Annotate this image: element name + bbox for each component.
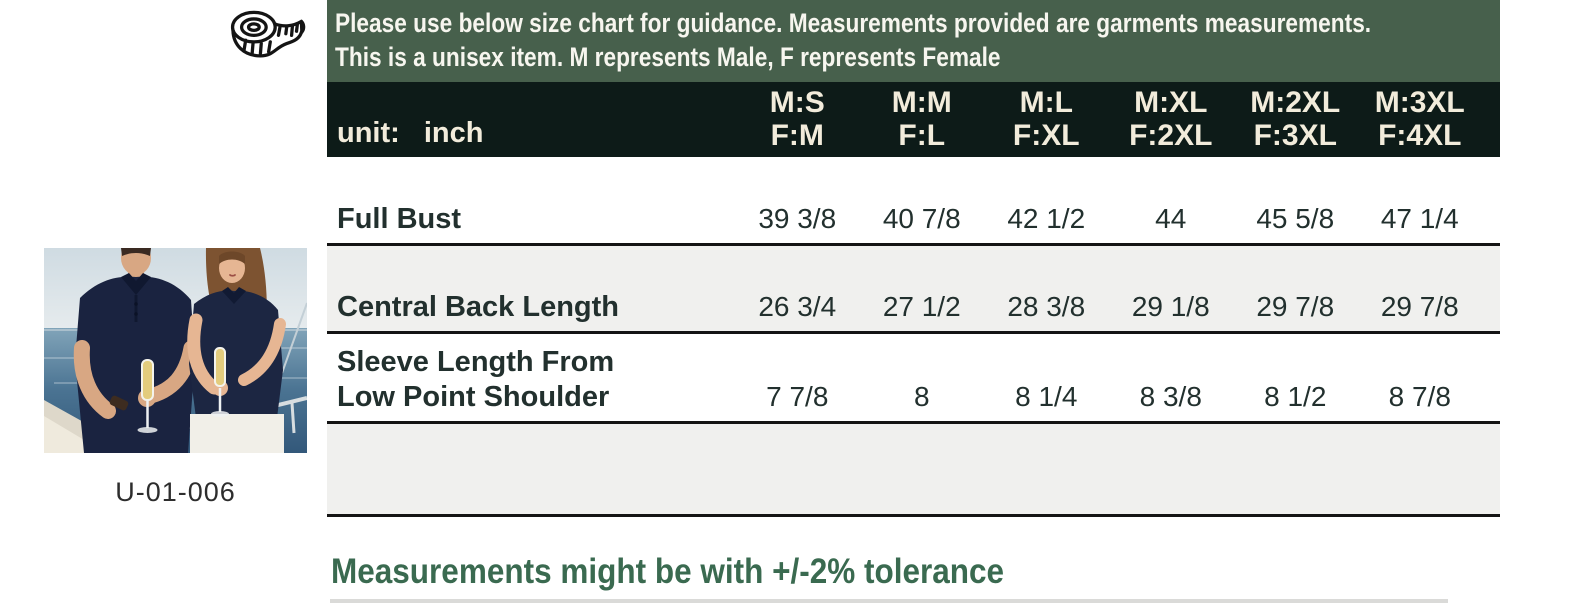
size-value-cell: 40 7/8 xyxy=(882,203,961,234)
male-size-label: M:2XL xyxy=(1250,86,1341,119)
size-column-header-1: M:S F:M xyxy=(735,82,860,157)
size-value-cell: 8 1/4 xyxy=(1015,381,1078,412)
male-size-label: M:L xyxy=(1019,86,1073,119)
size-column-header-2: M:M F:L xyxy=(860,82,985,157)
size-value-cell: 29 1/8 xyxy=(1131,291,1210,322)
size-value-cell: 7 7/8 xyxy=(766,381,829,412)
row-sleeve-length: Sleeve Length From Low Point Shoulder 7 … xyxy=(327,334,1500,424)
size-value-cell: 8 1/2 xyxy=(1264,381,1327,412)
measurement-label: Central Back Length xyxy=(337,291,619,323)
female-size-label: F:XL xyxy=(1012,119,1080,152)
female-size-label: F:L xyxy=(898,119,946,152)
size-guidance-banner: Please use below size chart for guidance… xyxy=(327,0,1500,82)
size-column-header-4: M:XL F:2XL xyxy=(1109,82,1234,157)
size-column-header-3: M:L F:XL xyxy=(984,82,1109,157)
male-size-label: M:XL xyxy=(1134,86,1208,119)
row-central-back-length: Central Back Length 26 3/4 27 1/2 28 3/8… xyxy=(327,246,1500,334)
footer-divider xyxy=(330,599,1448,603)
tolerance-note: Measurements might be with +/-2% toleran… xyxy=(331,552,1005,591)
size-column-header-6: M:3XL F:4XL xyxy=(1358,82,1483,157)
size-value-cell: 29 7/8 xyxy=(1380,291,1459,322)
unit-value: inch xyxy=(423,117,484,149)
row-full-bust: Full Bust 39 3/8 40 7/8 42 1/2 44 45 5/8… xyxy=(327,157,1500,246)
size-value-cell: 44 xyxy=(1155,203,1187,234)
size-value-cell: 26 3/4 xyxy=(758,291,837,322)
size-value-cell: 27 1/2 xyxy=(882,291,961,322)
size-value-cell: 47 1/4 xyxy=(1380,203,1459,234)
size-value-cell: 8 xyxy=(913,381,930,412)
unit-cell: unit: inch xyxy=(327,82,735,157)
male-size-label: M:M xyxy=(891,86,952,119)
size-value-cell: 42 1/2 xyxy=(1007,203,1086,234)
measuring-tape-icon xyxy=(226,5,308,71)
size-value-cell: 8 3/8 xyxy=(1139,381,1202,412)
size-value-cell: 45 5/8 xyxy=(1256,203,1335,234)
size-value-cell: 29 7/8 xyxy=(1256,291,1335,322)
male-size-label: M:3XL xyxy=(1374,86,1465,119)
female-size-label: F:4XL xyxy=(1378,119,1462,152)
measurement-label: Sleeve Length From Low Point Shoulder xyxy=(337,346,615,413)
boat-rigging xyxy=(281,302,307,374)
product-code: U-01-006 xyxy=(115,477,236,507)
female-size-label: F:3XL xyxy=(1253,119,1337,152)
size-value-cell: 39 3/8 xyxy=(758,203,837,234)
size-column-header-5: M:2XL F:3XL xyxy=(1233,82,1358,157)
female-size-label: F:2XL xyxy=(1129,119,1213,152)
product-photo xyxy=(44,248,307,453)
banner-line-2: This is a unisex item. M represents Male… xyxy=(335,42,1001,72)
row-spacer xyxy=(327,424,1500,517)
man-figure xyxy=(73,248,199,453)
size-value-cell: 28 3/8 xyxy=(1007,291,1086,322)
male-size-label: M:S xyxy=(769,86,825,119)
unit-label: unit: xyxy=(337,117,400,149)
banner-line-1: Please use below size chart for guidance… xyxy=(335,8,1372,38)
woman-figure xyxy=(187,248,286,453)
size-table-header: unit: inch M:S F:M M:M F:L M:L F:XL M:XL… xyxy=(327,82,1500,157)
female-size-label: F:M xyxy=(770,119,824,152)
measurement-label: Full Bust xyxy=(337,203,462,235)
size-value-cell: 8 7/8 xyxy=(1388,381,1451,412)
